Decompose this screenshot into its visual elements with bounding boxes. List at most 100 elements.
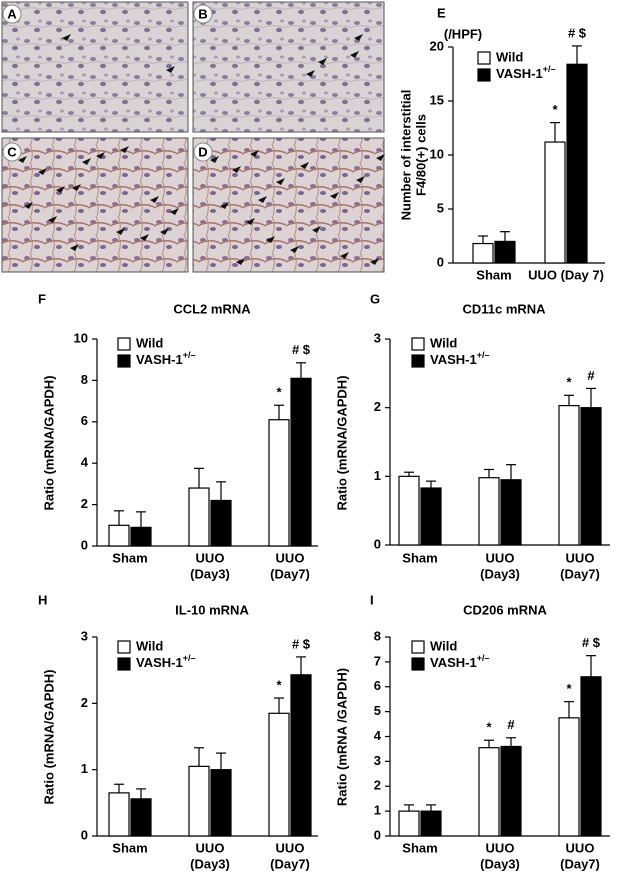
y-tick-label: 2 [81,695,88,710]
significance-mark: # [587,368,595,383]
significance-mark: # $ [568,25,587,40]
legend-swatch [411,640,425,654]
bar [268,419,290,547]
arrowhead [38,168,47,175]
arrowhead [150,196,159,203]
bar [130,798,152,837]
arrowhead [160,228,169,235]
significance-mark: # $ [292,342,311,357]
legend-swatch [411,354,425,368]
micrographs [1,1,385,273]
chart-title: CD206 mRNA [463,602,547,617]
legend-swatch [477,68,491,82]
significance-mark: * [566,375,572,390]
arrowhead [306,70,315,77]
arrowhead [312,226,321,233]
legend-label: VASH-1+/– [136,653,195,670]
bar [544,141,566,264]
arrowhead [72,184,81,191]
bar [398,475,420,546]
label-badge [2,4,22,24]
y-axis-label: F4/80(+) cells [413,114,428,196]
arrowhead [250,150,259,157]
y-tick-label: 5 [437,200,444,215]
x-tick-label: UUO [276,840,305,855]
micrograph-label: A [7,6,17,21]
bar [420,810,442,837]
arrowhead [258,196,267,203]
arrowhead [82,158,91,165]
unit-label: (/HPF) [444,26,482,41]
x-tick-label: UUO [566,550,595,565]
legend-label: Wild [430,638,457,653]
legend-label: Wild [136,335,163,350]
y-axis-label: Ratio (mRNA/GAPDH) [41,375,56,510]
panel-label: G [370,291,380,306]
y-tick-label: 0 [81,537,88,552]
arrowhead [120,146,129,153]
micrograph-label: B [198,6,207,21]
y-tick-label: 3 [374,753,381,768]
x-tick-label: UUO [486,840,515,855]
legend-label: VASH-1+/– [136,350,195,367]
bar [398,810,420,837]
legend-swatch [117,640,131,654]
label-badge [193,142,213,162]
arrowhead [24,202,33,209]
significance-mark: * [276,385,282,400]
bar [580,676,602,837]
bar [420,487,442,546]
bar [566,63,588,264]
x-tick-label: Sham [112,550,147,565]
y-tick-label: 0 [437,254,444,269]
arrowhead [210,156,219,163]
legend-swatch [411,657,425,671]
bar [558,717,580,837]
y-tick-label: 6 [81,413,88,428]
bar [478,477,500,546]
y-tick-label: 3 [374,330,381,345]
panel-label: E [437,5,446,20]
label-badge [2,142,22,162]
x-tick-label: (Day3) [480,566,520,581]
x-tick-label: UUO (Day 7) [528,267,604,282]
bar [558,405,580,546]
significance-mark: * [276,677,282,692]
legend-swatch [477,51,491,65]
legend-swatch [117,657,131,671]
y-tick-label: 4 [81,455,89,470]
bar [500,745,522,837]
arrowhead [376,154,385,161]
arrowhead [62,34,71,41]
bar [210,769,232,837]
panel-label: H [38,592,47,607]
x-tick-label: Sham [402,550,437,565]
chart-title: CD11c mRNA [462,301,546,316]
y-tick-label: 20 [430,38,444,53]
y-tick-label: 8 [81,372,88,387]
significance-mark: # $ [582,635,601,650]
micrograph-label: C [7,144,17,159]
micrograph [192,1,385,133]
y-axis-label: Ratio (mRNA/GAPDH) [41,669,56,804]
significance-mark: # $ [292,636,311,651]
micrograph [1,1,189,133]
legend-label: Wild [496,49,523,64]
significance-mark: * [566,681,572,696]
y-axis-label: Ratio (mRNA/GAPDH) [334,375,349,510]
arrowhead [232,166,241,173]
y-tick-label: 2 [374,778,381,793]
x-tick-label: (Day7) [270,856,310,871]
x-tick-label: (Day7) [270,566,310,581]
panel-label: F [38,291,46,306]
y-tick-label: 2 [81,496,88,511]
bar [108,524,130,547]
legend-label: Wild [430,335,457,350]
arrowhead [18,156,27,163]
micrograph [192,137,385,273]
x-tick-label: UUO [196,550,225,565]
y-tick-label: 0 [81,827,88,842]
bar [500,479,522,546]
micrograph [1,137,189,273]
arrowhead [220,202,229,209]
